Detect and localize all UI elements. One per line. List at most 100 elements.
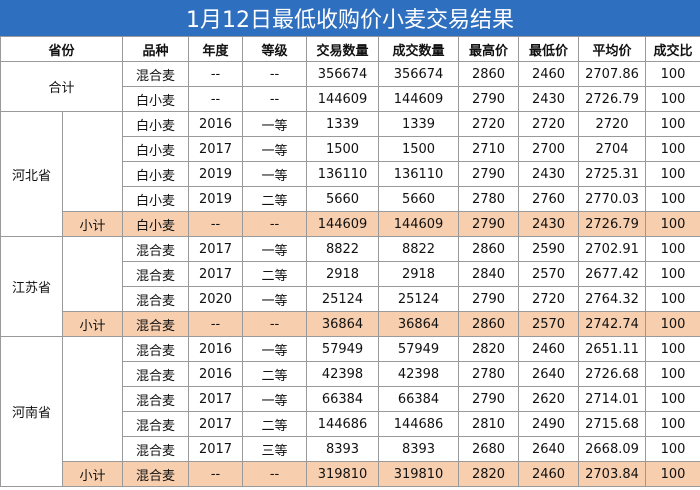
cell-avg-price: 2725.31 [578,161,647,187]
cell-done-qty: 144686 [378,411,460,437]
cell-done-qty: 1339 [378,111,460,137]
province-jiangsu: 江苏省 [0,236,63,337]
cell-deal-qty: 66384 [306,386,380,412]
table-row: 混合麦 2017 二等 2918 2918 2840 2570 2677.42 … [1,261,700,287]
province-hebei: 河北省 [0,111,63,237]
cell-deal-qty: 136110 [306,161,380,187]
cell-grade: 一等 [242,236,308,262]
cell-min-price: 2430 [518,211,580,237]
cell-avg-price: 2707.86 [578,61,647,87]
cell-variety: 白小麦 [122,161,190,187]
cell-deal-qty: 319810 [306,461,380,487]
cell-deal-ratio: 100 [645,86,700,112]
cell-max-price: 2790 [458,161,520,187]
cell-deal-ratio: 100 [645,386,700,412]
table-row: 混合麦 2017 一等 66384 66384 2790 2620 2714.0… [1,386,700,412]
cell-done-qty: 25124 [378,286,460,312]
cell-max-price: 2720 [458,111,520,137]
cell-deal-qty: 5660 [306,186,380,212]
cell-grade: 一等 [242,286,308,312]
cell-min-price: 2720 [518,286,580,312]
cell-variety: 混合麦 [122,336,190,362]
cell-deal-qty: 1339 [306,111,380,137]
header-year: 年度 [188,36,244,62]
cell-avg-price: 2677.42 [578,261,647,287]
cell-deal-qty: 144686 [306,411,380,437]
cell-year: -- [188,461,244,487]
cell-max-price: 2860 [458,61,520,87]
table-row: 混合麦 2017 二等 144686 144686 2810 2490 2715… [1,411,700,437]
cell-avg-price: 2702.91 [578,236,647,262]
cell-year: 2016 [188,361,244,387]
cell-deal-qty: 144609 [306,211,380,237]
cell-year: -- [188,211,244,237]
header-deal-ratio: 成交比 [645,36,700,62]
cell-variety: 混合麦 [122,461,190,487]
cell-max-price: 2820 [458,336,520,362]
cell-deal-ratio: 100 [645,461,700,487]
cell-year: 2017 [188,136,244,162]
cell-avg-price: 2714.01 [578,386,647,412]
cell-min-price: 2720 [518,111,580,137]
subtotal-label: 小计 [61,211,124,237]
cell-deal-ratio: 100 [645,261,700,287]
total-label: 合计 [0,61,124,112]
cell-max-price: 2780 [458,361,520,387]
subtotal-row: 小计 混合麦 -- -- 319810 319810 2820 2460 270… [1,461,700,487]
cell-grade: 一等 [242,386,308,412]
cell-year: 2016 [188,336,244,362]
cell-grade: 一等 [242,161,308,187]
cell-done-qty: 144609 [378,86,460,112]
cell-grade: -- [242,461,308,487]
cell-deal-ratio: 100 [645,336,700,362]
subtotal-row: 小计 白小麦 -- -- 144609 144609 2790 2430 272… [1,211,700,237]
cell-year: -- [188,61,244,87]
cell-variety: 混合麦 [122,61,190,87]
cell-min-price: 2460 [518,336,580,362]
page-title: 1月12日最低收购价小麦交易结果 [0,0,700,36]
cell-min-price: 2430 [518,161,580,187]
cell-year: 2017 [188,386,244,412]
cell-avg-price: 2726.79 [578,86,647,112]
cell-deal-qty: 1500 [306,136,380,162]
cell-year: 2019 [188,161,244,187]
header-variety: 品种 [122,36,190,62]
cell-grade: 三等 [242,436,308,462]
cell-grade: 二等 [242,361,308,387]
cell-max-price: 2780 [458,186,520,212]
cell-deal-qty: 356674 [306,61,380,87]
cell-deal-ratio: 100 [645,61,700,87]
cell-avg-price: 2715.68 [578,411,647,437]
cell-grade: 二等 [242,186,308,212]
cell-min-price: 2640 [518,436,580,462]
cell-min-price: 2620 [518,386,580,412]
cell-year: 2017 [188,436,244,462]
cell-variety: 白小麦 [122,86,190,112]
cell-grade: -- [242,311,308,337]
province-henan: 河南省 [0,336,63,487]
cell-done-qty: 136110 [378,161,460,187]
cell-done-qty: 8822 [378,236,460,262]
cell-deal-ratio: 100 [645,136,700,162]
table-row: 混合麦 2017 三等 8393 8393 2680 2640 2668.09 … [1,436,700,462]
cell-deal-ratio: 100 [645,186,700,212]
cell-deal-ratio: 100 [645,111,700,137]
cell-year: 2017 [188,261,244,287]
cell-variety: 混合麦 [122,411,190,437]
cell-max-price: 2810 [458,411,520,437]
cell-avg-price: 2764.32 [578,286,647,312]
cell-year: 2019 [188,186,244,212]
table-row: 河南省 混合麦 2016 一等 57949 57949 2820 2460 26… [0,336,700,487]
cell-deal-qty: 42398 [306,361,380,387]
header-done-qty: 成交数量 [378,36,460,62]
header-province: 省份 [0,36,124,62]
cell-deal-ratio: 100 [645,411,700,437]
header-deal-qty: 交易数量 [306,36,380,62]
cell-deal-qty: 8822 [306,236,380,262]
cell-grade: 一等 [242,336,308,362]
cell-min-price: 2570 [518,261,580,287]
table-row: 河北省 白小麦 2016 一等 1339 1339 2720 2720 2720… [0,111,700,237]
cell-variety: 混合麦 [122,236,190,262]
cell-max-price: 2840 [458,261,520,287]
cell-variety: 白小麦 [122,186,190,212]
